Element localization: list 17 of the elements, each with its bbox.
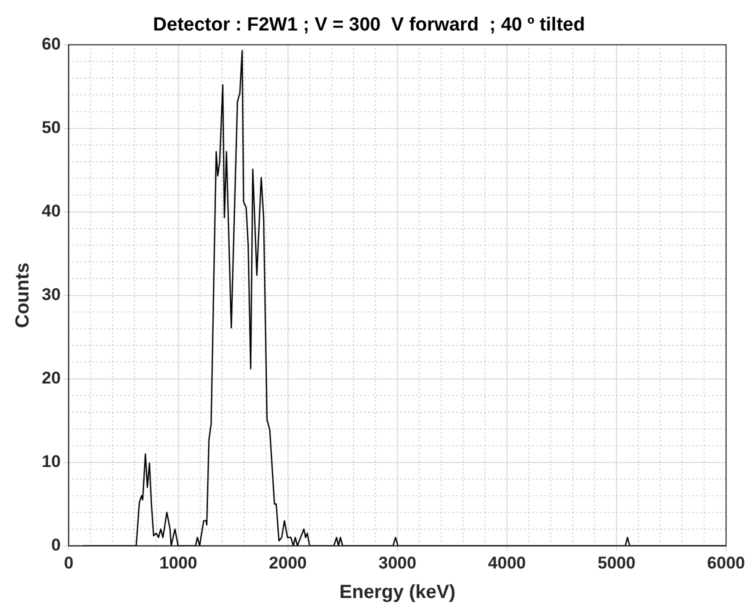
- x-tick-label: 3000: [378, 554, 416, 573]
- x-axis-title: Energy (keV): [339, 582, 456, 603]
- y-tick-label: 50: [42, 118, 61, 137]
- y-tick-label: 10: [42, 452, 61, 471]
- chart-title: Detector : F2W1 ; V = 300 V forward ; 40 º tilted: [153, 14, 585, 36]
- x-tick-label: 2000: [268, 554, 307, 573]
- y-tick-label: 20: [42, 368, 61, 388]
- y-tick-label: 60: [42, 34, 61, 54]
- y-tick-label: 40: [42, 201, 61, 220]
- x-tick-label: 5000: [598, 554, 636, 573]
- y-tick-label: 0: [51, 535, 61, 554]
- x-tick-label: 1000: [159, 554, 198, 573]
- x-tick-label: 6000: [707, 554, 746, 573]
- x-tick-label: 0: [64, 554, 74, 573]
- x-tick-label: 4000: [488, 554, 526, 573]
- y-axis-title: Counts: [12, 262, 34, 328]
- y-tick-label: 30: [42, 284, 61, 304]
